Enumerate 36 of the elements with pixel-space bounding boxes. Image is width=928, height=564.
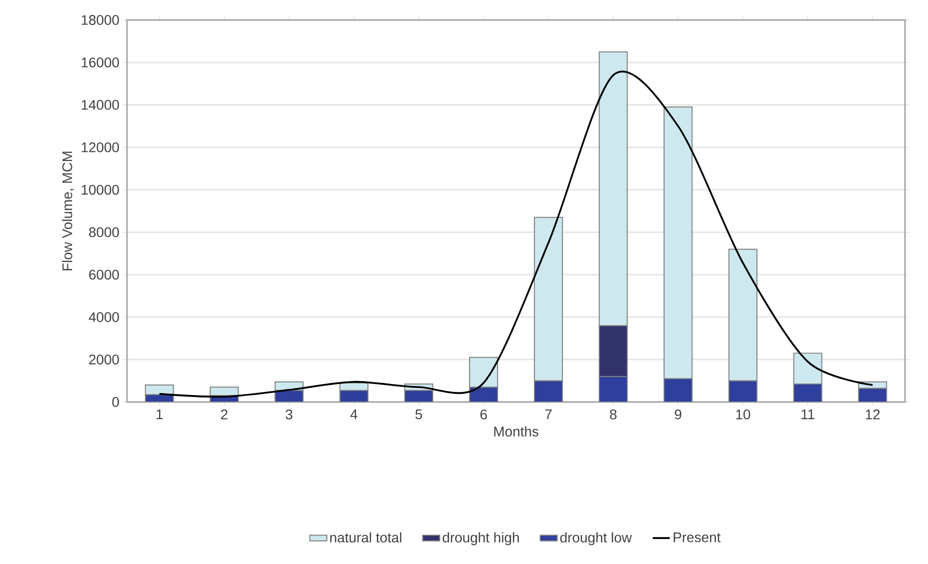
- x-tick-label: 8: [610, 409, 617, 420]
- bar: [858, 388, 888, 402]
- x-tick-label: 1: [156, 410, 163, 420]
- bar: [598, 376, 628, 402]
- bar: [339, 382, 368, 391]
- y-tick-label: 0: [112, 397, 119, 407]
- y-axis-title: Flow Volume, MCM: [62, 152, 74, 270]
- x-tick-label: 5: [415, 410, 422, 420]
- x-tick-label: 3: [286, 409, 292, 420]
- y-tick-label: 12000: [82, 142, 119, 152]
- bar: [664, 378, 693, 402]
- x-tick-label: 9: [674, 409, 682, 420]
- x-tick-label: 2: [221, 409, 228, 420]
- y-tick-label: 2000: [89, 354, 119, 364]
- bar: [728, 380, 758, 402]
- legend-label: Present: [674, 532, 721, 542]
- y-tick-label: 16000: [82, 57, 119, 68]
- y-tick-label: 18000: [82, 15, 119, 25]
- x-tick-label: 7: [545, 410, 552, 420]
- x-tick-label: 6: [480, 409, 487, 420]
- x-tick-label: 12: [866, 409, 880, 420]
- x-axis-title: Months: [494, 426, 538, 436]
- x-tick-label: 4: [350, 410, 358, 420]
- y-tick-label: 8000: [89, 227, 119, 238]
- y-tick-label: 14000: [82, 100, 119, 110]
- legend-label: drought low: [560, 532, 632, 546]
- bar: [793, 383, 822, 402]
- bar: [534, 380, 563, 402]
- x-tick-label: 11: [802, 410, 814, 420]
- y-tick-label: 10000: [82, 184, 119, 195]
- bar: [210, 386, 239, 396]
- x-tick-label: 10: [736, 409, 750, 420]
- y-tick-label: 6000: [89, 270, 119, 280]
- y-tick-label: 4000: [88, 312, 119, 322]
- legend-label: natural total: [330, 532, 402, 542]
- legend-label: drought high: [442, 532, 519, 546]
